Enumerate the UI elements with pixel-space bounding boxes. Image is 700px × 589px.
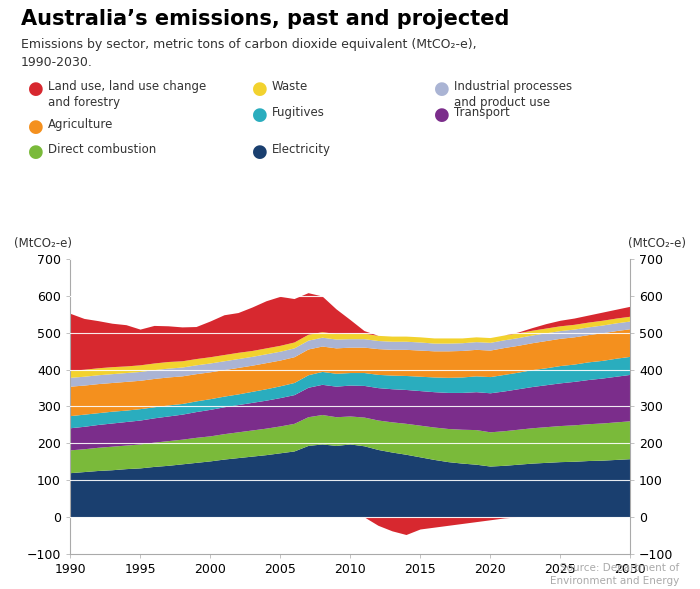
Text: (MtCO₂-e): (MtCO₂-e) [628,237,686,250]
Text: Land use, land use change
and forestry: Land use, land use change and forestry [48,80,206,108]
Text: Australia’s emissions, past and projected: Australia’s emissions, past and projecte… [21,9,510,29]
Text: Industrial processes
and product use: Industrial processes and product use [454,80,572,108]
Text: Source: Department of
Environment and Energy: Source: Department of Environment and En… [550,563,679,586]
Text: Transport: Transport [454,106,510,119]
Text: ●: ● [28,80,43,98]
Text: ●: ● [252,80,267,98]
Text: ●: ● [434,106,449,124]
Text: 1990-2030.: 1990-2030. [21,56,93,69]
Text: ●: ● [252,143,267,161]
Text: ●: ● [434,80,449,98]
Text: Agriculture: Agriculture [48,118,113,131]
Text: Emissions by sector, metric tons of carbon dioxide equivalent (MtCO₂-e),: Emissions by sector, metric tons of carb… [21,38,477,51]
Text: Fugitives: Fugitives [272,106,325,119]
Text: Electricity: Electricity [272,143,330,155]
Text: (MtCO₂-e): (MtCO₂-e) [14,237,72,250]
Text: Direct combustion: Direct combustion [48,143,156,155]
Text: ●: ● [252,106,267,124]
Text: Waste: Waste [272,80,308,92]
Text: ●: ● [28,143,43,161]
Text: ●: ● [28,118,43,136]
